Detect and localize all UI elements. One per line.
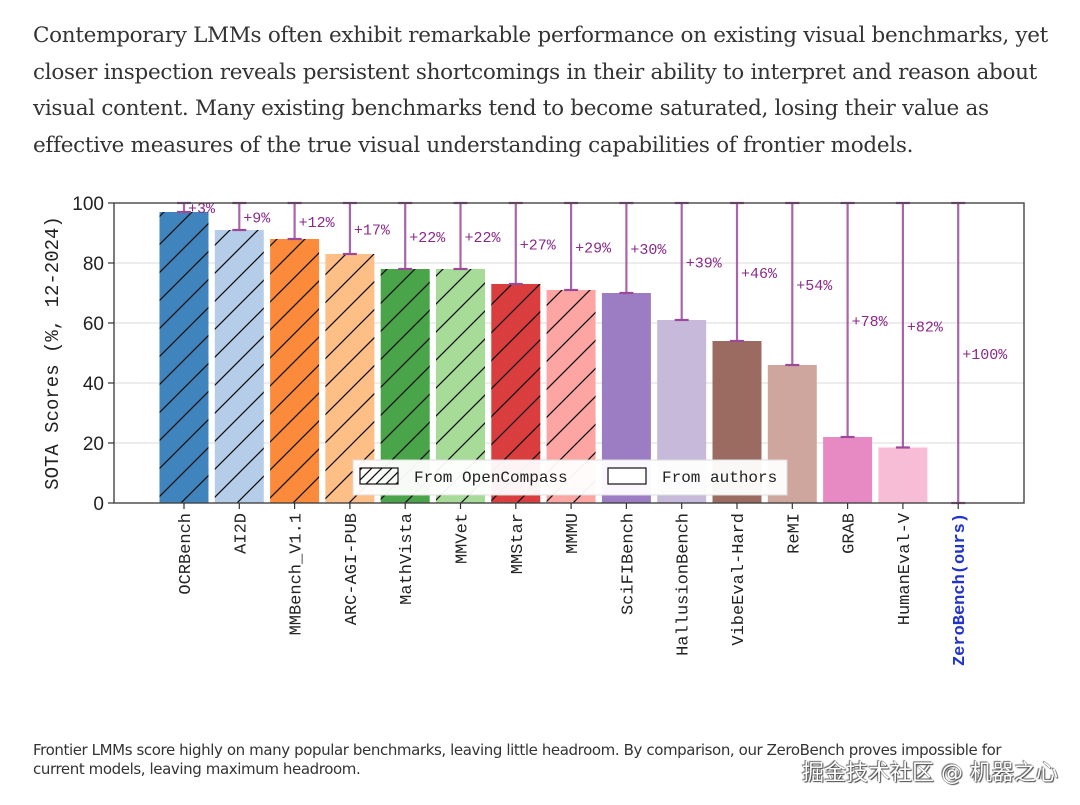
headroom-label: +29%: [575, 241, 612, 258]
headroom-label: +39%: [686, 256, 723, 273]
x-tick-label: GRAB: [841, 513, 860, 554]
y-axis-label: SOTA Scores (%, 12-2024): [42, 216, 64, 490]
y-tick-label: 0: [93, 494, 104, 515]
x-tick-label: ARC-AGI-PUB: [343, 513, 362, 625]
watermark: 掘金技术社区 @ 机器之心: [802, 761, 1058, 786]
x-tick-label: AI2D: [232, 513, 251, 554]
headroom-label: +30%: [630, 242, 667, 259]
legend-label-authors: From authors: [662, 469, 777, 487]
bar: [878, 447, 928, 503]
headroom-label: +22%: [409, 230, 446, 247]
headroom-label: +27%: [520, 238, 557, 255]
y-tick-label: 20: [83, 434, 104, 455]
legend: From OpenCompass From authors: [352, 459, 788, 496]
legend-label-opencompass: From OpenCompass: [414, 469, 568, 487]
bar-hatch: [159, 212, 209, 503]
figure-caption: Frontier LMMs score highly on many popul…: [33, 741, 1002, 778]
headroom-label: +3%: [188, 201, 216, 218]
x-tick-label: OCRBench: [177, 513, 196, 595]
x-tick-label: MMMU: [564, 513, 583, 554]
y-axis: 0 20 40 60 80 100: [72, 194, 114, 515]
bar-hatch: [214, 230, 264, 503]
bar-hatch: [270, 239, 320, 503]
x-tick-label: ZeroBench(ours): [951, 513, 970, 666]
plot-frame: [113, 202, 1025, 504]
x-tick-label: MathVista: [398, 513, 417, 605]
x-tick-label: SciFIBench: [619, 513, 638, 615]
x-axis: OCRBench AI2D MMBench_V1.1 ARC-AGI-PUB MathV…: [177, 503, 970, 666]
y-tick-label: 40: [83, 374, 104, 395]
x-tick-label: HallusionBench: [675, 513, 694, 656]
sota-scores-bar-chart: +3% +9% +12% +17% +22% +22% +27% +29% +30% +39% +4…: [42, 194, 1025, 666]
headroom-label: +100%: [962, 347, 1008, 364]
headroom-label: +54%: [796, 278, 833, 295]
headroom-label: +9%: [243, 211, 271, 228]
x-tick-label: HumanEval-V: [896, 512, 915, 625]
bar: [823, 437, 873, 503]
legend-swatch-hatched: [359, 467, 399, 485]
y-tick-label: 100: [72, 194, 104, 215]
headroom-label: +12%: [299, 215, 336, 232]
x-tick-label: MMBench_V1.1: [288, 513, 307, 635]
headroom-label: +17%: [354, 223, 391, 240]
x-tick-label: VibeEval-Hard: [730, 513, 749, 646]
bars: [159, 212, 928, 503]
headroom-label: +46%: [741, 266, 778, 283]
headroom-label: +78%: [852, 314, 889, 331]
headroom-label: +82%: [907, 319, 944, 336]
axes-frame: [113, 202, 1025, 504]
x-tick-label: MMStar: [509, 513, 528, 574]
y-tick-label: 80: [83, 254, 104, 275]
x-tick-label: MMVet: [454, 513, 473, 564]
legend-swatch-solid: [607, 467, 647, 485]
x-tick-label: ReMI: [785, 513, 804, 554]
y-tick-label: 60: [83, 314, 104, 335]
intro-paragraph: Contemporary LMMs often exhibit remarkab…: [33, 23, 1049, 158]
headroom-label: +22%: [465, 230, 502, 247]
